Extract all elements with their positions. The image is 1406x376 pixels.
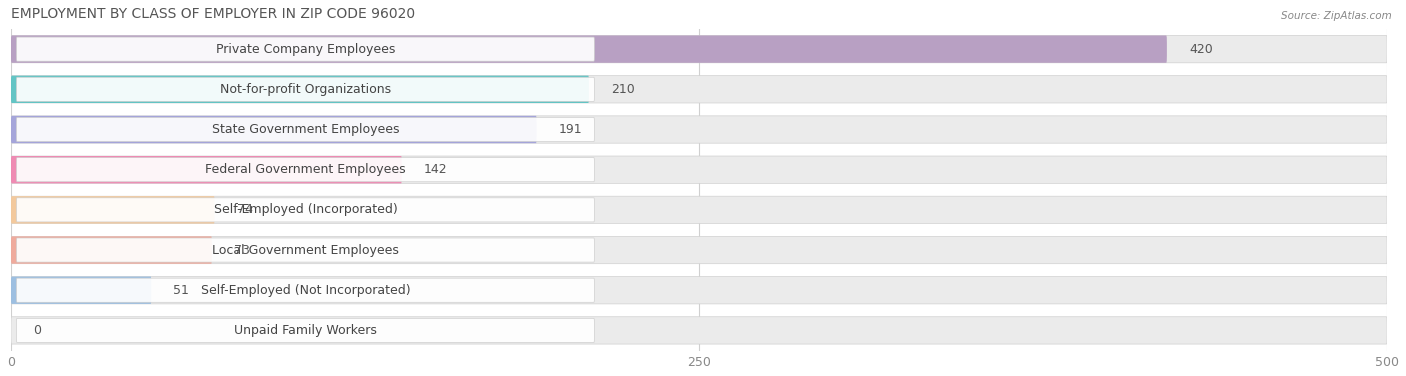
FancyBboxPatch shape bbox=[11, 116, 1388, 143]
Text: Federal Government Employees: Federal Government Employees bbox=[205, 163, 406, 176]
Text: State Government Employees: State Government Employees bbox=[212, 123, 399, 136]
FancyBboxPatch shape bbox=[17, 238, 595, 262]
FancyBboxPatch shape bbox=[17, 77, 595, 102]
Text: 0: 0 bbox=[32, 324, 41, 337]
FancyBboxPatch shape bbox=[11, 237, 1388, 264]
FancyBboxPatch shape bbox=[11, 277, 152, 304]
FancyBboxPatch shape bbox=[11, 196, 1388, 223]
FancyBboxPatch shape bbox=[11, 35, 1167, 63]
Text: Unpaid Family Workers: Unpaid Family Workers bbox=[233, 324, 377, 337]
Text: Local Government Employees: Local Government Employees bbox=[212, 244, 399, 256]
FancyBboxPatch shape bbox=[11, 156, 402, 183]
FancyBboxPatch shape bbox=[17, 278, 595, 302]
Text: 420: 420 bbox=[1189, 42, 1212, 56]
FancyBboxPatch shape bbox=[11, 35, 1388, 63]
FancyBboxPatch shape bbox=[17, 117, 595, 141]
FancyBboxPatch shape bbox=[11, 76, 589, 103]
FancyBboxPatch shape bbox=[11, 156, 1388, 183]
Text: Source: ZipAtlas.com: Source: ZipAtlas.com bbox=[1281, 11, 1392, 21]
FancyBboxPatch shape bbox=[11, 196, 215, 223]
Text: Private Company Employees: Private Company Employees bbox=[215, 42, 395, 56]
Text: 51: 51 bbox=[173, 284, 190, 297]
FancyBboxPatch shape bbox=[11, 116, 537, 143]
Text: 210: 210 bbox=[612, 83, 634, 96]
FancyBboxPatch shape bbox=[17, 37, 595, 61]
FancyBboxPatch shape bbox=[17, 318, 595, 343]
Text: Self-Employed (Incorporated): Self-Employed (Incorporated) bbox=[214, 203, 398, 216]
FancyBboxPatch shape bbox=[17, 198, 595, 222]
FancyBboxPatch shape bbox=[11, 317, 1388, 344]
FancyBboxPatch shape bbox=[11, 76, 1388, 103]
FancyBboxPatch shape bbox=[11, 277, 1388, 304]
Text: Not-for-profit Organizations: Not-for-profit Organizations bbox=[219, 83, 391, 96]
FancyBboxPatch shape bbox=[17, 158, 595, 182]
FancyBboxPatch shape bbox=[11, 237, 212, 264]
Text: 73: 73 bbox=[233, 244, 250, 256]
Text: 191: 191 bbox=[558, 123, 582, 136]
Text: 74: 74 bbox=[236, 203, 253, 216]
Text: 142: 142 bbox=[423, 163, 447, 176]
Text: EMPLOYMENT BY CLASS OF EMPLOYER IN ZIP CODE 96020: EMPLOYMENT BY CLASS OF EMPLOYER IN ZIP C… bbox=[11, 7, 415, 21]
Text: Self-Employed (Not Incorporated): Self-Employed (Not Incorporated) bbox=[201, 284, 411, 297]
